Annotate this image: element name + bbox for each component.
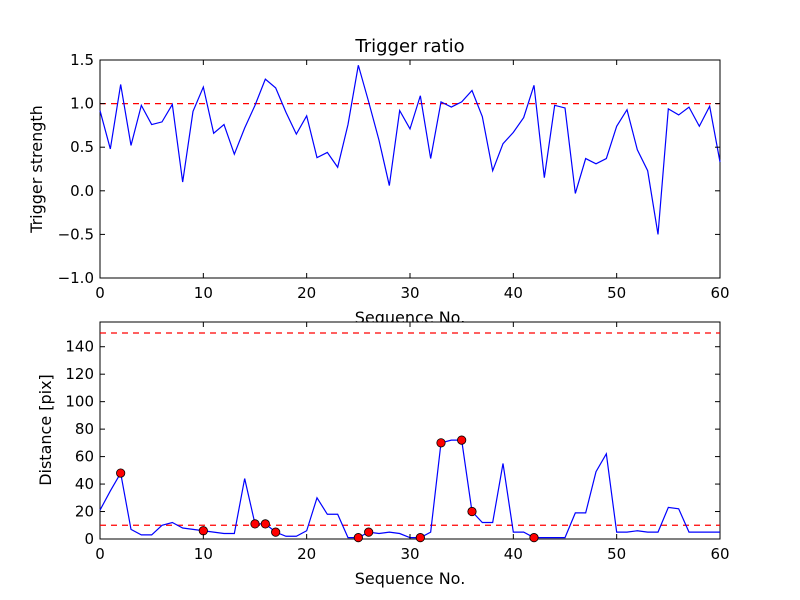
bottom-x-tick-label: 60: [710, 545, 729, 563]
bottom-trigger-marker: [436, 438, 446, 448]
bottom-trigger-marker: [415, 533, 425, 543]
bottom-y-tick-label: 140: [65, 338, 94, 356]
top-y-tick-label: −1.0: [58, 269, 94, 287]
bottom-x-axis-label: Sequence No.: [355, 569, 466, 588]
top-plot-frame: [99, 59, 721, 279]
bottom-trigger-marker: [364, 527, 374, 537]
top-plot-area: 0 10 20 30 40 50 60 −1.0 −0.5 0.0 0.5 1.0 1.5: [58, 51, 730, 302]
top-x-tick-label: 0: [95, 284, 105, 302]
trigger-ratio-panel: Trigger ratio 0 10 20 30 40 50 60 −1.0 −0.5 0.0 0.…: [27, 36, 730, 327]
bottom-x-tick-label: 10: [194, 545, 213, 563]
bottom-trigger-marker: [529, 533, 539, 543]
bottom-x-tick-label: 40: [504, 545, 523, 563]
top-x-tick-label: 40: [504, 284, 523, 302]
top-x-tick-label: 60: [710, 284, 729, 302]
bottom-y-tick-label: 20: [75, 503, 94, 521]
top-x-tick-label: 50: [607, 284, 626, 302]
top-y-tick-label: 1.5: [70, 51, 94, 69]
bottom-y-tick-label: 60: [75, 448, 94, 466]
bottom-trigger-marker: [260, 519, 270, 529]
bottom-x-tick-label: 30: [400, 545, 419, 563]
bottom-trigger-marker: [271, 527, 281, 537]
bottom-x-tick-label: 0: [95, 545, 105, 563]
top-x-tick-label: 30: [400, 284, 419, 302]
bottom-y-tick-label: 120: [65, 365, 94, 383]
bottom-plot-area: 0 10 20 30 40 50 60 0 20 40 60 80 100 120 140: [65, 322, 730, 563]
bottom-y-tick-label: 100: [65, 393, 94, 411]
top-x-tick-label: 20: [297, 284, 316, 302]
top-y-axis-label: Trigger strength: [27, 105, 46, 234]
bottom-trigger-marker: [250, 519, 260, 529]
top-y-tick-label: 0.5: [70, 138, 94, 156]
bottom-x-tick-label: 50: [607, 545, 626, 563]
bottom-trigger-marker: [198, 526, 208, 536]
bottom-x-tick-label: 20: [297, 545, 316, 563]
bottom-y-tick-label: 40: [75, 475, 94, 493]
distance-panel: 0 10 20 30 40 50 60 0 20 40 60 80 100 120 140 Sequence…: [36, 321, 730, 588]
bottom-plot-frame: [99, 321, 721, 540]
bottom-y-tick-label: 80: [75, 420, 94, 438]
bottom-trigger-marker: [457, 435, 467, 445]
bottom-y-axis-label: Distance [pix]: [36, 374, 55, 486]
top-y-tick-label: 1.0: [70, 95, 94, 113]
top-y-tick-label: −0.5: [58, 225, 94, 243]
top-chart-title: Trigger ratio: [354, 36, 464, 57]
top-x-tick-label: 10: [194, 284, 213, 302]
bottom-trigger-marker: [353, 533, 363, 543]
bottom-trigger-marker: [116, 468, 126, 478]
bottom-trigger-marker: [467, 506, 477, 517]
bottom-y-tick-label: 0: [84, 530, 94, 548]
top-series-line: [99, 65, 721, 235]
top-y-tick-label: 0.0: [70, 182, 94, 200]
